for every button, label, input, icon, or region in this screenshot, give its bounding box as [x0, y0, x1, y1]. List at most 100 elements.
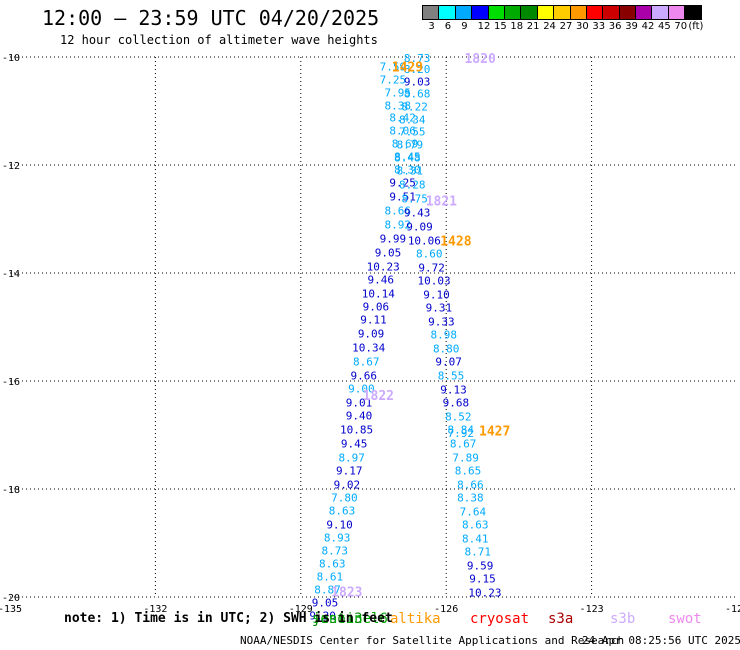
wave-height-value: 9.43: [404, 207, 431, 220]
wave-height-value: 8.38: [384, 100, 411, 113]
wave-height-value: 8.38: [457, 492, 484, 505]
color-scale-label: 39: [625, 21, 638, 32]
wave-height-value: 8.41: [462, 533, 489, 546]
wave-height-value: 8.79: [397, 138, 424, 151]
footer-credit: NOAA/NESDIS Center for Satellite Applica…: [240, 634, 625, 647]
wave-height-value: 10.85: [340, 424, 373, 437]
page-title: 12:00 – 23:59 UTC 04/20/2025: [42, 6, 380, 30]
wave-height-value: 9.51: [389, 190, 416, 203]
pass-time-labels: 1820 1429 1821 1428 1822 1427 1823: [331, 52, 510, 601]
wave-height-value: 8.73: [321, 545, 348, 558]
wave-height-value: 9.20: [309, 609, 336, 622]
wave-height-value: 10.03: [418, 275, 451, 288]
wave-height-value: 7.92: [447, 427, 474, 440]
pass-time-label: 1823: [331, 586, 362, 601]
page-subtitle: 12 hour collection of altimeter wave hei…: [60, 33, 378, 47]
pass-time-label: 1822: [363, 389, 394, 404]
wave-height-value: 10.34: [352, 342, 385, 355]
wave-height-value: 10.06: [408, 235, 441, 248]
wave-height-value: 9.00: [348, 383, 375, 396]
wave-height-value: 9.17: [336, 465, 363, 478]
color-scale-bar: [422, 5, 702, 20]
wave-height-value: 8.28: [399, 178, 426, 191]
wave-height-value: 8.06: [389, 124, 416, 137]
lon-tick-label: -129: [289, 604, 313, 615]
wave-height-value: 8.98: [431, 329, 458, 342]
color-scale-label: 15: [494, 21, 507, 32]
wave-height-value: 8.45: [394, 150, 421, 163]
lat-tick-label: -14: [2, 269, 20, 280]
wave-height-value: 8.92: [384, 218, 411, 231]
color-scale-label: 70: [674, 21, 688, 32]
color-scale-unit: (ft): [688, 21, 704, 32]
wave-height-value: 8.52: [445, 411, 472, 424]
wave-height-value: 8.68: [404, 88, 431, 101]
footer-timestamp: 24 Apr 08:25:56 UTC 2025: [582, 634, 740, 647]
satellite-legend-s3b: s3b: [610, 611, 636, 627]
wave-height-value: 7.59: [380, 61, 407, 74]
pass-time-label: 1820: [464, 52, 495, 67]
pass-time-label: 1821: [426, 195, 457, 210]
lon-tick-label: -132: [143, 604, 167, 615]
wave-height-value: 9.05: [312, 596, 339, 609]
color-scale-label: 9: [461, 21, 468, 32]
wave-height-value: 10.23: [468, 587, 501, 600]
wave-height-value: 8.48: [394, 151, 421, 164]
wave-height-value: 9.66: [351, 370, 378, 383]
wave-height-value: 10.23: [367, 261, 400, 274]
lat-tick-label: -16: [2, 377, 20, 388]
wave-height-value: 9.31: [426, 302, 453, 315]
wave-height-value: 8.67: [353, 356, 380, 369]
wave-height-value: 8.97: [338, 452, 365, 465]
wave-height-value: 8.34: [399, 114, 426, 127]
wave-height-value: 8.67: [450, 438, 477, 451]
lon-tick-label: -123: [580, 604, 604, 615]
wave-height-value: 9.10: [423, 289, 450, 302]
wave-height-value: 9.46: [368, 273, 395, 286]
color-scale-swatch: [684, 5, 702, 20]
color-scale-label: 21: [526, 21, 540, 32]
wave-height-value: 9.33: [428, 316, 455, 329]
wave-height-value: 10.14: [362, 288, 395, 301]
wave-height-value: 8.63: [462, 519, 489, 532]
color-scale-label: 12: [477, 21, 491, 32]
color-scale-label: 27: [559, 21, 573, 32]
wave-height-value: 7.64: [460, 506, 487, 519]
wave-height-value: 7.95: [384, 87, 411, 100]
wave-height-value: 8.61: [317, 570, 344, 583]
wave-height-labels: 7.597.257.958.388.428.068.698.458.309.25…: [309, 52, 501, 622]
wave-height-value: 7.80: [331, 492, 358, 505]
satellite-legend-cryosat: cryosat: [470, 611, 530, 627]
wave-height-value: 8.75: [401, 192, 428, 205]
color-scale-label: 6: [444, 21, 452, 32]
pass-time-label: 1428: [440, 235, 471, 250]
wave-height-value: 9.15: [469, 573, 496, 586]
wave-height-value: 9.02: [334, 479, 361, 492]
wave-height-value: 9.13: [440, 384, 467, 397]
wave-height-value: 8.66: [384, 204, 411, 217]
color-scale-label: 3: [428, 21, 435, 32]
wave-height-value: 8.80: [433, 343, 460, 356]
wave-height-value: 8.20: [404, 63, 431, 76]
wave-height-value: 9.07: [435, 356, 462, 369]
lat-tick-label: -10: [2, 53, 20, 64]
color-scale-label: 18: [510, 21, 524, 32]
wave-height-value: 9.10: [326, 519, 353, 532]
lat-tick-label: -20: [2, 593, 20, 604]
satellite-legend-swot: swot: [668, 611, 702, 627]
wave-height-value: 9.09: [406, 221, 433, 234]
wave-height-value: 9.59: [467, 560, 494, 573]
color-scale-label: 42: [641, 21, 655, 32]
color-scale-label: 30: [576, 21, 589, 32]
wave-height-value: 8.66: [457, 479, 484, 492]
satellite-legend-altika: altika: [390, 611, 441, 627]
wave-height-value: 9.05: [375, 246, 402, 259]
lon-tick-label: -135: [0, 604, 22, 615]
axis-ticks: -135 -132 -129 -126 -123 -120 -10 -12 -14 -16 -18 -…: [0, 53, 740, 615]
color-scale-label: 36: [608, 21, 622, 32]
lon-tick-label: -120: [725, 604, 740, 615]
wave-height-value: 9.09: [358, 327, 385, 340]
pass-time-label: 1427: [479, 425, 510, 440]
